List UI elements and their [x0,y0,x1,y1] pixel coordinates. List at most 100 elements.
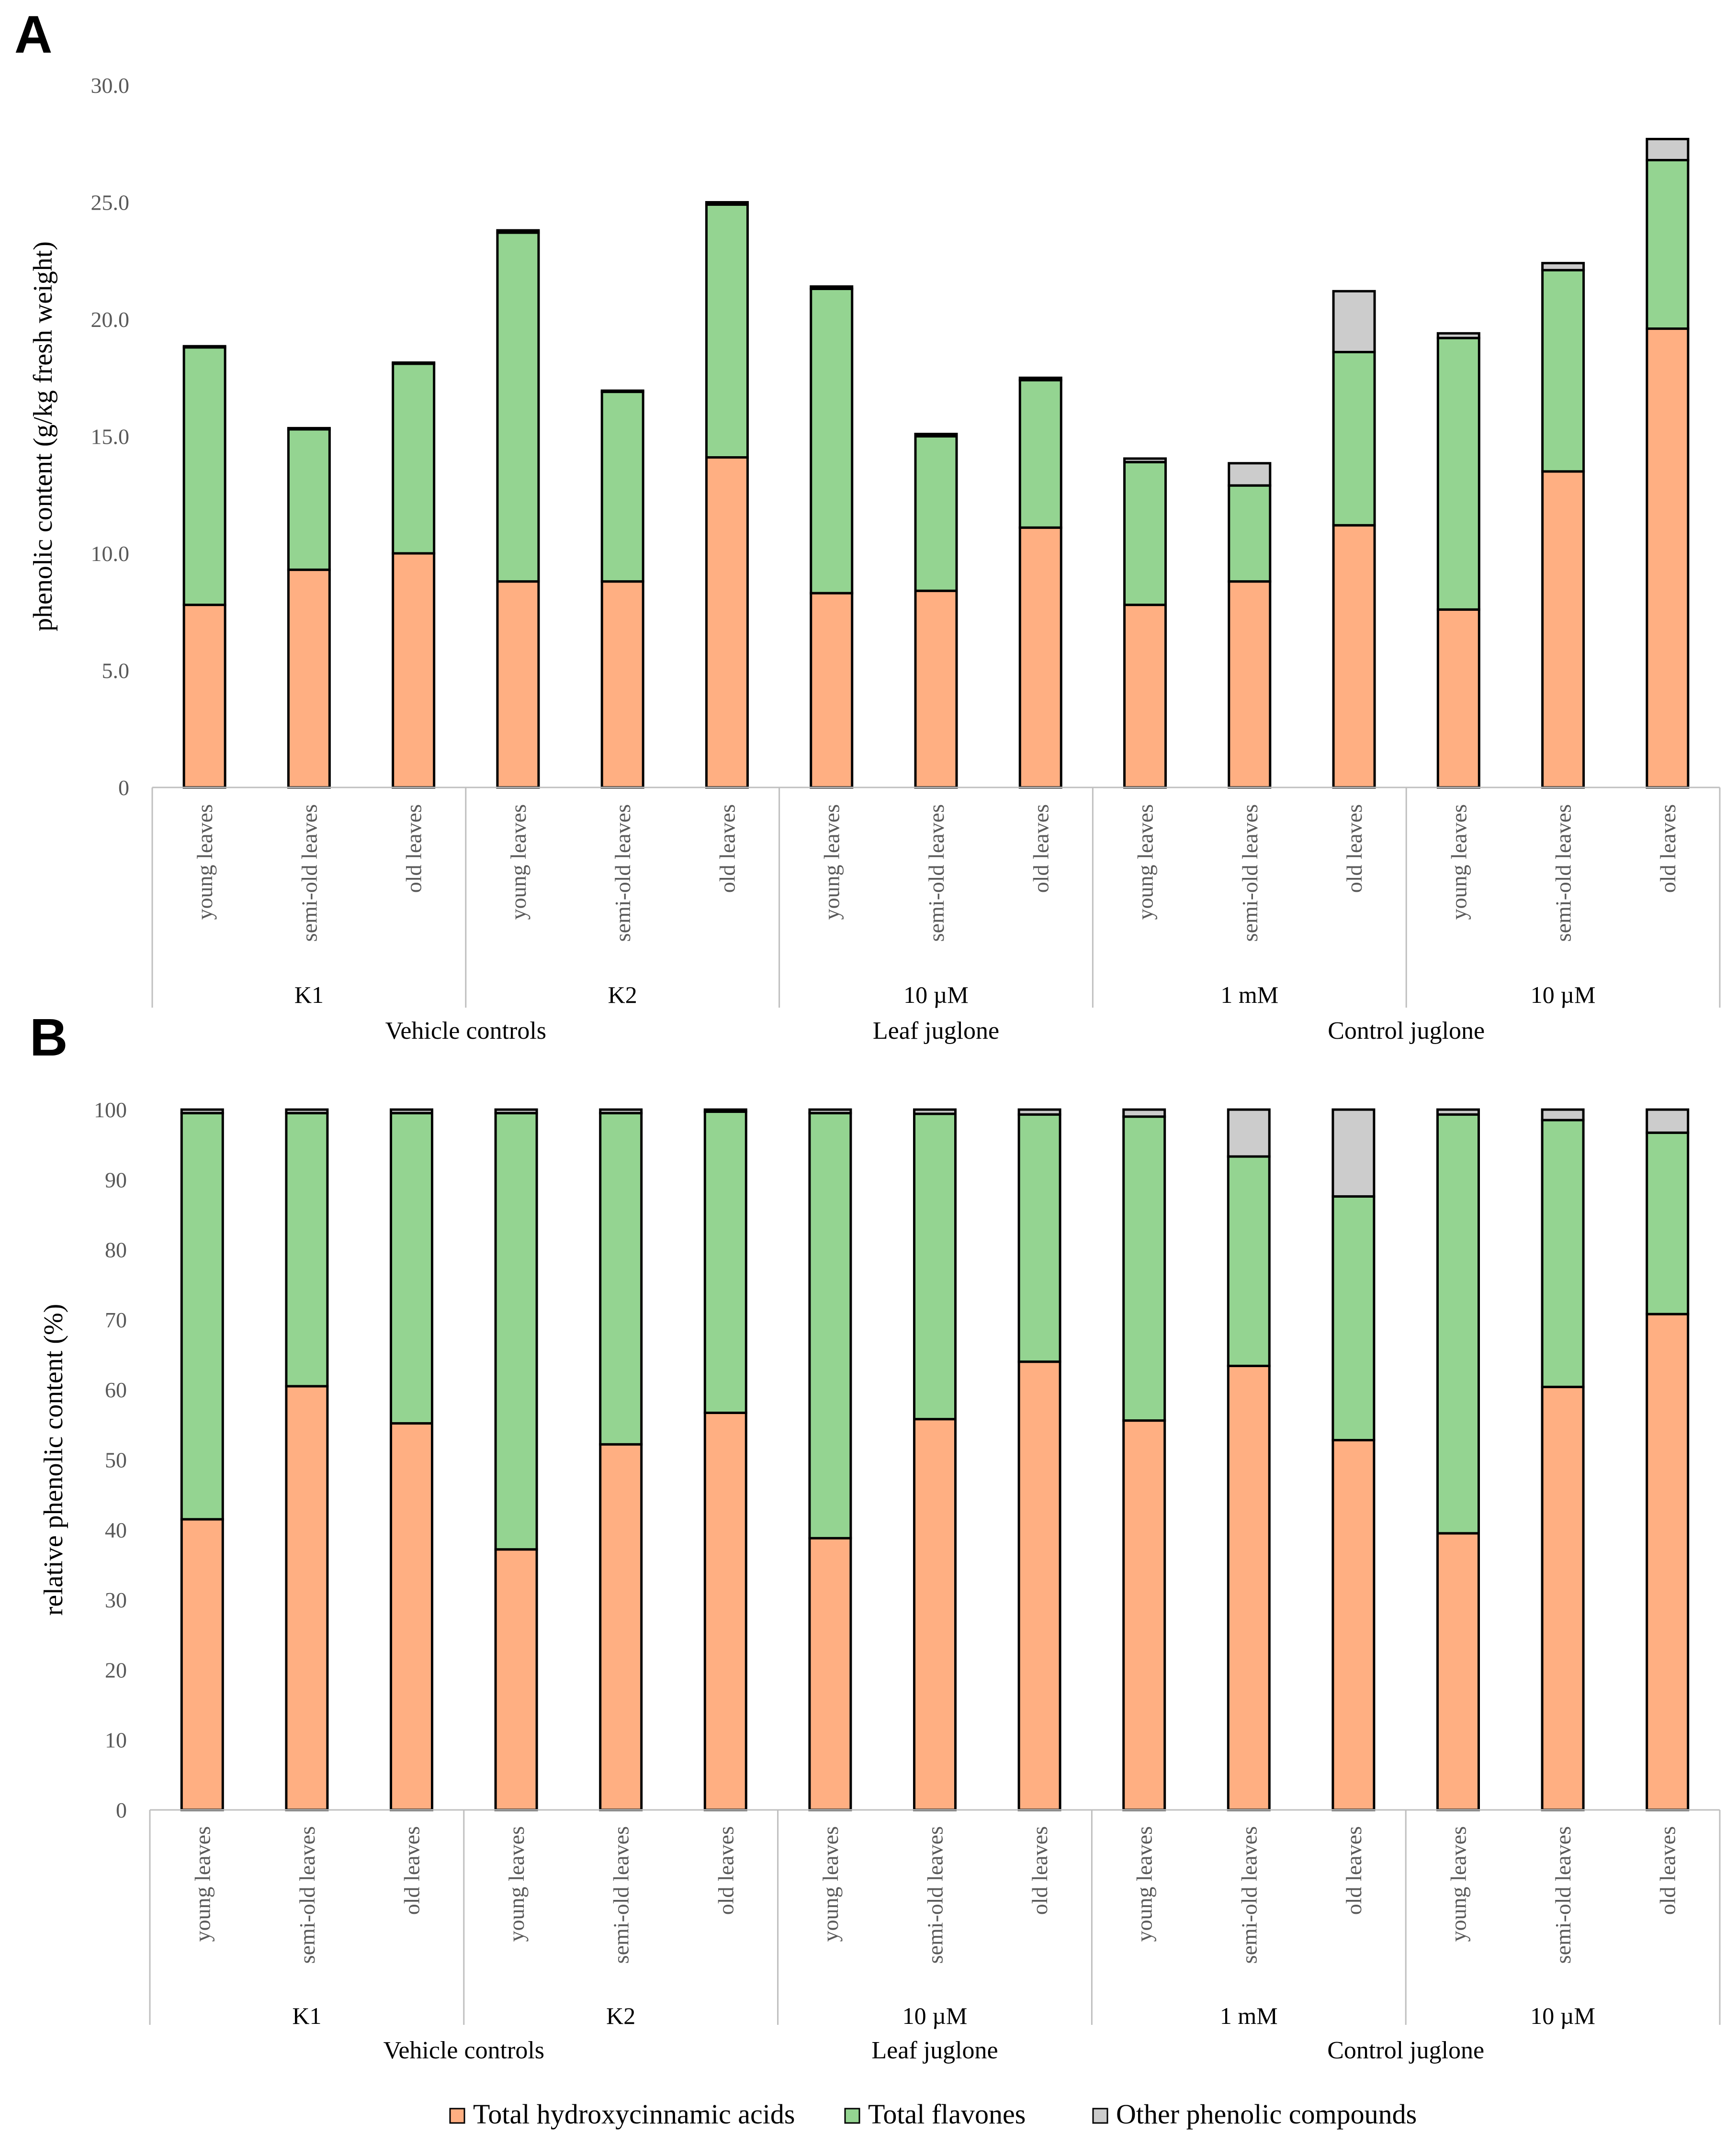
bar-segment [599,1112,643,1446]
bar-segment [1646,1108,1690,1134]
bar-segment [180,1112,224,1521]
bar-segment [1228,462,1272,487]
group-label: 10 µM [902,2002,968,2029]
bar-segment [390,1422,433,1811]
bar-segment [600,391,644,583]
y-axis-label: relative phenolic content (%) [39,1304,68,1616]
supergroup-label: Vehicle controls [385,1017,546,1044]
category-label: old leaves [1656,804,1680,893]
category-label: young leaves [1132,1826,1157,1942]
group-label: K1 [294,981,324,1008]
category-label: old leaves [713,1826,738,1915]
bar-segment [392,552,436,789]
category-label: old leaves [1342,1826,1366,1915]
bar-segment [1227,1108,1271,1158]
y-axis-label: phenolic content (g/kg fresh weight) [28,241,58,631]
bar-segment [1646,1313,1690,1811]
group-label: 10 µM [903,981,969,1008]
category-label: young leaves [818,1826,843,1942]
bar-segment [1123,604,1167,789]
category-label: young leaves [1446,1826,1471,1942]
bar-segment [494,1548,538,1811]
group-label: 1 mM [1220,2002,1278,2029]
bar-segment [1541,269,1585,473]
legend-swatch [844,2108,860,2124]
bar-segment [182,346,226,606]
bar-segment [1541,1119,1585,1388]
category-label: young leaves [1133,804,1158,920]
category-label: semi-old leaves [295,1826,319,1964]
bar-segment [496,231,540,583]
category-label: old leaves [1656,1826,1680,1915]
y-tick-label: 0 [116,1798,127,1822]
panel-a-letter: A [14,5,52,64]
bar-segment [1122,1419,1166,1811]
category-label: semi-old leaves [1238,804,1262,942]
y-tick-label: 30.0 [91,73,130,98]
category-label: semi-old leaves [924,804,948,942]
y-tick-label: 30 [105,1588,127,1612]
y-tick-label: 80 [105,1238,127,1262]
bar-segment [913,1112,957,1421]
y-tick-label: 40 [105,1518,127,1542]
supergroup-label: Vehicle controls [384,2037,544,2064]
bar-segment [496,229,540,234]
category-label: semi-old leaves [1551,804,1576,942]
bar-segment [182,345,226,349]
bar-segment [1332,290,1376,353]
bar-segment [1228,580,1272,789]
bar-segment [705,456,749,789]
bar-segment [1436,1113,1480,1535]
bar-segment [808,1537,852,1811]
bar-segment [1122,1108,1166,1118]
bar-segment [494,1108,538,1114]
bar-segment [1331,1195,1376,1442]
bar-segment [390,1108,433,1114]
bar-segment [705,203,749,459]
group-label: 1 mM [1220,981,1278,1008]
y-tick-label: 50 [105,1448,127,1472]
bar-segment [287,568,331,789]
supergroup-label: Leaf juglone [873,1017,999,1044]
bar-segment [1541,470,1585,789]
bar-segment [494,1112,538,1551]
bar-segment [1018,526,1062,789]
bar-segment [287,428,331,571]
category-label: young leaves [1446,804,1471,920]
chart-b: 0 10 20 30 40 50 60 70 80 90 100 relative phenolic … [39,1098,1721,2064]
y-tick-label: 60 [105,1378,127,1402]
bar-segment [1646,137,1690,161]
category-label: old leaves [402,804,426,893]
legend-swatch [1092,2108,1108,2124]
bar-segment [1122,1115,1166,1422]
supergroup-label: Control juglone [1328,1017,1485,1044]
bar-segment [180,1518,224,1811]
bar-segment [496,580,540,789]
group-label: K2 [606,2002,635,2029]
bar-segment [600,389,644,393]
y-tick-label: 20 [105,1658,127,1682]
bar-segment [914,435,958,592]
y-tick-label: 100 [94,1098,127,1122]
bar-segment [1018,379,1062,529]
bar-segment [285,1108,329,1114]
bar-segment [1227,1364,1271,1811]
bar-segment [1331,1108,1376,1198]
bar-segment [390,1112,433,1425]
bar-segment [182,604,226,789]
group-label: K1 [292,2002,321,2029]
bar-segment [287,427,331,431]
legend-label: Total hydroxycinnamic acids [473,2099,795,2130]
category-label: young leaves [504,1826,529,1942]
bar-segment [1332,350,1376,527]
category-label: old leaves [1028,804,1053,893]
legend-swatch [449,2108,465,2124]
bar-segment [1017,1108,1061,1116]
y-tick-label: 20.0 [91,307,130,332]
bar-segment [913,1108,957,1115]
bar-segment [810,287,854,595]
bar-segment [705,201,749,206]
bar-segment [1436,1532,1480,1811]
legend-label: Other phenolic compounds [1116,2099,1417,2130]
y-tick-label: 5.0 [102,659,130,683]
